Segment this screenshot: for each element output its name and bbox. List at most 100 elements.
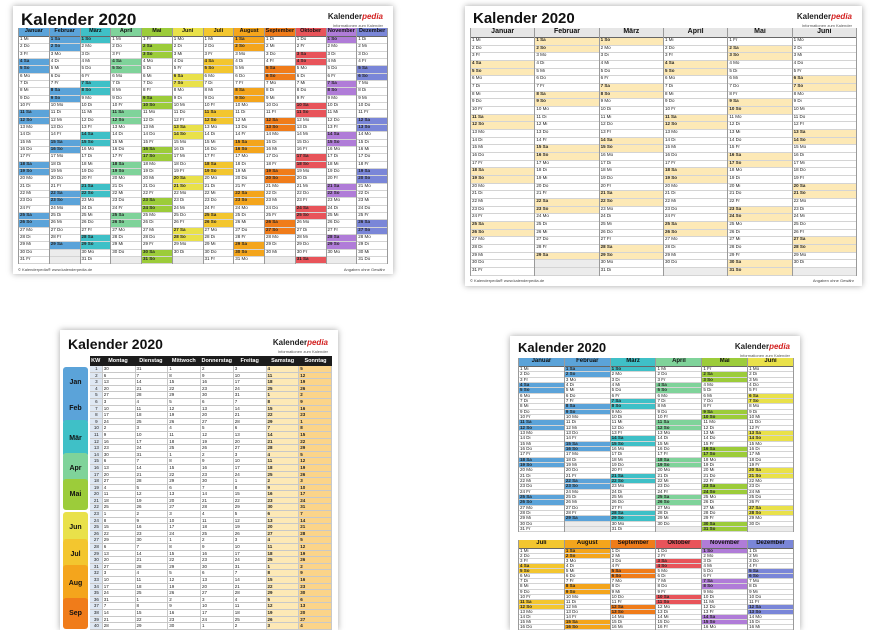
month-badge: Jan — [63, 367, 88, 398]
day-cell: 11 Mi — [702, 600, 748, 605]
day-cell: 14 — [103, 609, 136, 616]
day-cell: 25 — [168, 445, 202, 451]
day-cell: 2 Di — [172, 44, 203, 52]
month-column: Juni 1 Mo 2 Di 3 Mi 4 Do 5 Fr 6 Sa 7 So 8 Mo 9 Di… — [172, 28, 204, 265]
month-column: Februar 1 Sa 2 So 3 Mo 4 Di 5 Mi 6 Do 7 Fr 8 Sa 9… — [535, 28, 600, 276]
month-column: Oktober 1 Do 2 Fr 3 Sa 4 So 5 Mo 6 Di 7 Mi 8 Do 9… — [295, 28, 327, 265]
day-cell: 5 — [168, 398, 202, 405]
day-cell: 9 Do — [519, 590, 564, 595]
day-cell: 2 Sa — [702, 372, 748, 378]
day-cell: 17 Fr — [471, 161, 535, 169]
week-row: 32 3 4 5 6 7 8 9 — [90, 570, 333, 577]
day-cell: 5 Mo — [295, 66, 326, 74]
day-cell: 13 Do — [234, 125, 264, 133]
day-cell: 26 So — [471, 229, 535, 238]
day-cell: 26 So — [663, 229, 728, 238]
day-cell: 8 — [266, 398, 300, 405]
calendar-thumbnail-half-year[interactable]: Kalender 2020 Kalenderpedia Informationen… — [465, 6, 862, 286]
day-cell: 4 Fr — [357, 59, 387, 67]
day-cell: 5 Do — [702, 569, 748, 575]
day-cell: 30 — [103, 366, 136, 372]
day-cell: 5 So — [111, 66, 141, 74]
day-cell: 27 Do — [535, 237, 599, 246]
day-cell: 13 Do — [564, 610, 610, 615]
day-cell: 1 Mi — [519, 549, 564, 555]
day-cell: 13 — [103, 550, 136, 557]
day-cell: 14 — [299, 517, 333, 524]
day-cell: 24 Fr — [471, 214, 535, 223]
day-cell — [663, 268, 728, 276]
week-row: 19 4 5 6 7 8 9 10 — [90, 484, 333, 492]
month-header: Juni — [172, 28, 203, 37]
day-cell: 4 Sa — [19, 58, 49, 67]
day-cell: 13 So — [610, 609, 656, 615]
week-row: 8 17 18 19 20 21 22 23 — [90, 412, 333, 419]
day-cell: 5 Mi — [535, 69, 599, 77]
day-cell: 12 Sa — [357, 117, 387, 125]
day-cell: 15 Sa — [535, 145, 599, 154]
day-cell: 22 Mi — [663, 199, 728, 207]
day-cell: 12 So — [519, 604, 564, 610]
month-header: April — [656, 358, 702, 367]
calendar-thumbnail-weekly[interactable]: Kalender 2020 Kalenderpedia Informationen… — [60, 330, 338, 630]
day-cell: 29 Sa — [234, 242, 264, 250]
day-cell: 4 Sa — [656, 382, 702, 389]
kw-header: KW — [91, 358, 101, 364]
month-grid: Januar 1 Mi 2 Do 3 Fr 4 Sa 5 So 6 Mo 7 Di 8 Mi 9 … — [470, 28, 857, 276]
day-cell: 4 Sa — [663, 61, 728, 69]
day-cell: 28 Fr — [49, 235, 80, 243]
day-cell: 12 — [234, 517, 267, 524]
day-cell: 2 Fr — [295, 44, 326, 52]
month-column: Mai 1 Fr 2 Sa 3 So 4 Mo 5 Di 6 Mi 7 Do 8 Fr 9 Sa 1… — [728, 28, 793, 276]
day-cell: 3 — [168, 511, 202, 517]
day-cell: 20 Fr — [610, 468, 656, 474]
day-cell: 3 — [103, 398, 136, 405]
day-cell: 30 Do — [111, 250, 141, 257]
week-number: 16 — [90, 464, 103, 471]
day-cell: 2 — [103, 425, 136, 431]
day-cell: 12 — [299, 372, 333, 379]
day-cell: 7 Fr — [564, 399, 610, 405]
week-number: 25 — [90, 524, 103, 530]
day-cell: 17 — [103, 412, 136, 418]
day-cell: 26 — [299, 557, 333, 563]
month-column: März 1 So 2 Mo 3 Di 4 Mi 5 Do 6 Fr 7 Sa 8 So 9 Mo… — [599, 28, 664, 276]
day-cell: 25 Do — [172, 213, 203, 221]
day-cell: 22 — [103, 530, 136, 537]
day-cell: 26 So — [519, 500, 564, 506]
day-cell: 13 Mo — [111, 125, 141, 133]
day-cell: 30 Sa — [702, 521, 748, 527]
day-cell: 8 Sa — [234, 88, 264, 96]
month-column: August 1 Sa 2 So 3 Mo 4 Di 5 Mi 6 Do 7 Fr 8 Sa 9 … — [564, 540, 611, 630]
day-cell: 21 — [136, 471, 169, 478]
day-cell: 1 So — [599, 38, 663, 46]
brand-logo: Kalenderpedia Informationen zum Kalender — [734, 342, 790, 358]
day-cell: 22 Sa — [564, 478, 610, 485]
day-cell: 6 Mi — [728, 76, 792, 85]
day-cell: 9 — [266, 484, 300, 491]
calendar-thumbnail-two-halves[interactable]: Kalender 2020 Kalenderpedia Informationen… — [510, 336, 800, 630]
day-cell: 2 — [299, 563, 333, 570]
day-cell: 20 Mo — [19, 176, 49, 184]
day-cell: 10 Sa — [295, 102, 326, 111]
day-cell: 25 — [266, 471, 300, 478]
day-cell: 25 Sa — [19, 212, 49, 221]
day-cell: 12 So — [663, 122, 728, 131]
month-header: Dezember — [357, 28, 387, 37]
month-badge: Mai — [63, 479, 88, 511]
day-cell: 11 — [136, 577, 169, 583]
brand-logo: Kalenderpedia Informationen zum Kalender — [796, 12, 852, 28]
day-cell: 5 Sa — [265, 66, 295, 74]
month-column: Februar 1 Sa 2 So 3 Mo 4 Di 5 Mi 6 Do 7 Fr 8 Sa 9… — [49, 28, 81, 265]
day-cell: 18 Mi — [80, 162, 111, 169]
calendar-thumbnail-full-year[interactable]: Kalender 2020 Kalenderpedia Informationen… — [13, 6, 393, 274]
day-cell: 31 Fr — [19, 257, 49, 265]
week-row: 25 15 16 17 18 19 20 21 — [90, 524, 333, 531]
day-cell: 1 — [103, 511, 136, 517]
day-cell: 9 — [201, 458, 234, 464]
week-row: 18 27 28 29 30 1 2 3 — [90, 478, 333, 485]
month-badge: Jun — [63, 512, 88, 544]
day-cell: 25 Mo — [142, 213, 172, 221]
weekday-label: Montag — [108, 358, 128, 364]
day-cell: 30 So — [234, 249, 264, 257]
